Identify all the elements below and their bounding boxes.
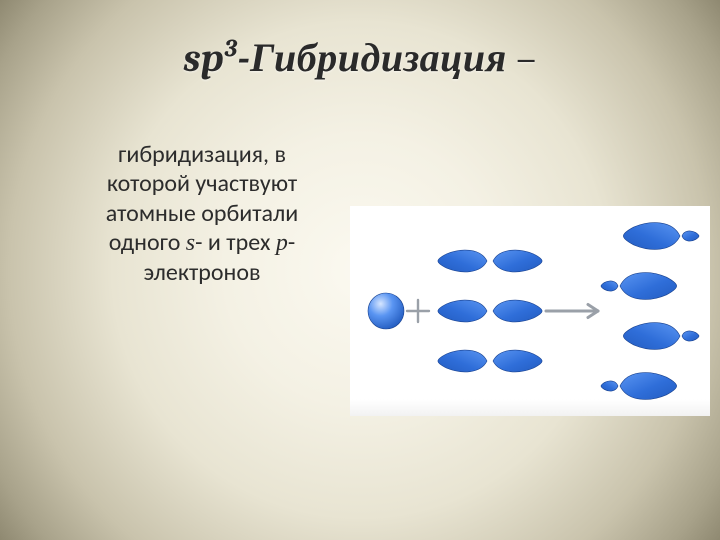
slide-title: sp3-Гибридизация – <box>0 34 720 81</box>
slide: sp3-Гибридизация – гибридизация, в котор… <box>0 0 720 540</box>
orbital-diagram-svg <box>350 206 710 416</box>
body-line-3e: - <box>288 228 295 257</box>
body-line-1: которой участвуют <box>107 169 297 198</box>
body-line-3b: s <box>186 230 195 256</box>
body-line-3c: - и трех <box>195 228 276 257</box>
body-line-4: электронов <box>143 258 260 287</box>
title-dash: – <box>507 35 537 81</box>
body-line-2: атомные орбитали <box>106 199 299 228</box>
body-line-3a: одного <box>109 228 186 257</box>
orbital-diagram <box>350 206 710 416</box>
body-line-0: гибридизация, в <box>118 140 286 169</box>
title-rest: -Гибридизация <box>238 35 507 81</box>
body-line-3d: p <box>276 230 288 256</box>
title-sup: 3 <box>224 36 237 64</box>
title-sp: sp <box>183 35 224 81</box>
body-text: гибридизация, в которой участвуют атомны… <box>62 140 342 287</box>
